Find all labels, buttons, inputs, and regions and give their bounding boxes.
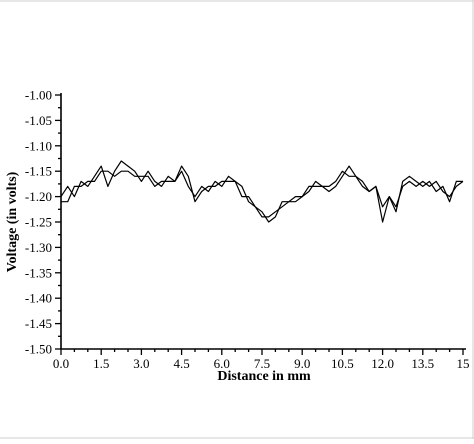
series-line-1 — [60, 160, 463, 223]
x-axis-title: Distance in mm — [217, 369, 311, 384]
y-tick-label: -1.40 — [25, 291, 52, 306]
y-tick-label: -1.45 — [25, 316, 52, 331]
x-tick-label: 6.0 — [214, 356, 230, 371]
y-tick-label: -1.50 — [25, 342, 52, 357]
y-tick-label: -1.15 — [25, 164, 52, 179]
y-tick-label: -1.35 — [25, 265, 52, 280]
y-tick-label: -1.05 — [25, 113, 52, 128]
y-tick-label: -1.20 — [25, 189, 52, 204]
series-line-2 — [61, 165, 464, 223]
x-tick-label: 7.5 — [254, 356, 270, 371]
y-tick-label: -1.00 — [25, 88, 52, 103]
y-tick-label: -1.25 — [25, 215, 52, 230]
x-tick-label: 10.5 — [331, 356, 354, 371]
series — [60, 160, 464, 223]
x-tick-label: 13.5 — [411, 356, 434, 371]
x-tick-label: 1.5 — [93, 356, 109, 371]
x-tick-label: 9.0 — [294, 356, 310, 371]
x-tick-label: 4.5 — [173, 356, 189, 371]
y-axis-title: Voltage (in volts) — [5, 171, 20, 272]
ticks: -1.00 -1.05 -1.10 -1.15 -1.20 -1.25 -1.30 -1.35… — [25, 88, 470, 372]
axes — [60, 93, 466, 350]
x-tick-label: 0.0 — [53, 356, 69, 371]
x-tick-label: 3.0 — [133, 356, 149, 371]
y-tick-label: -1.30 — [25, 240, 52, 255]
x-tick-label: 12.0 — [371, 356, 394, 371]
x-tick-label: 15 — [457, 356, 470, 371]
y-tick-label: -1.10 — [25, 138, 52, 153]
